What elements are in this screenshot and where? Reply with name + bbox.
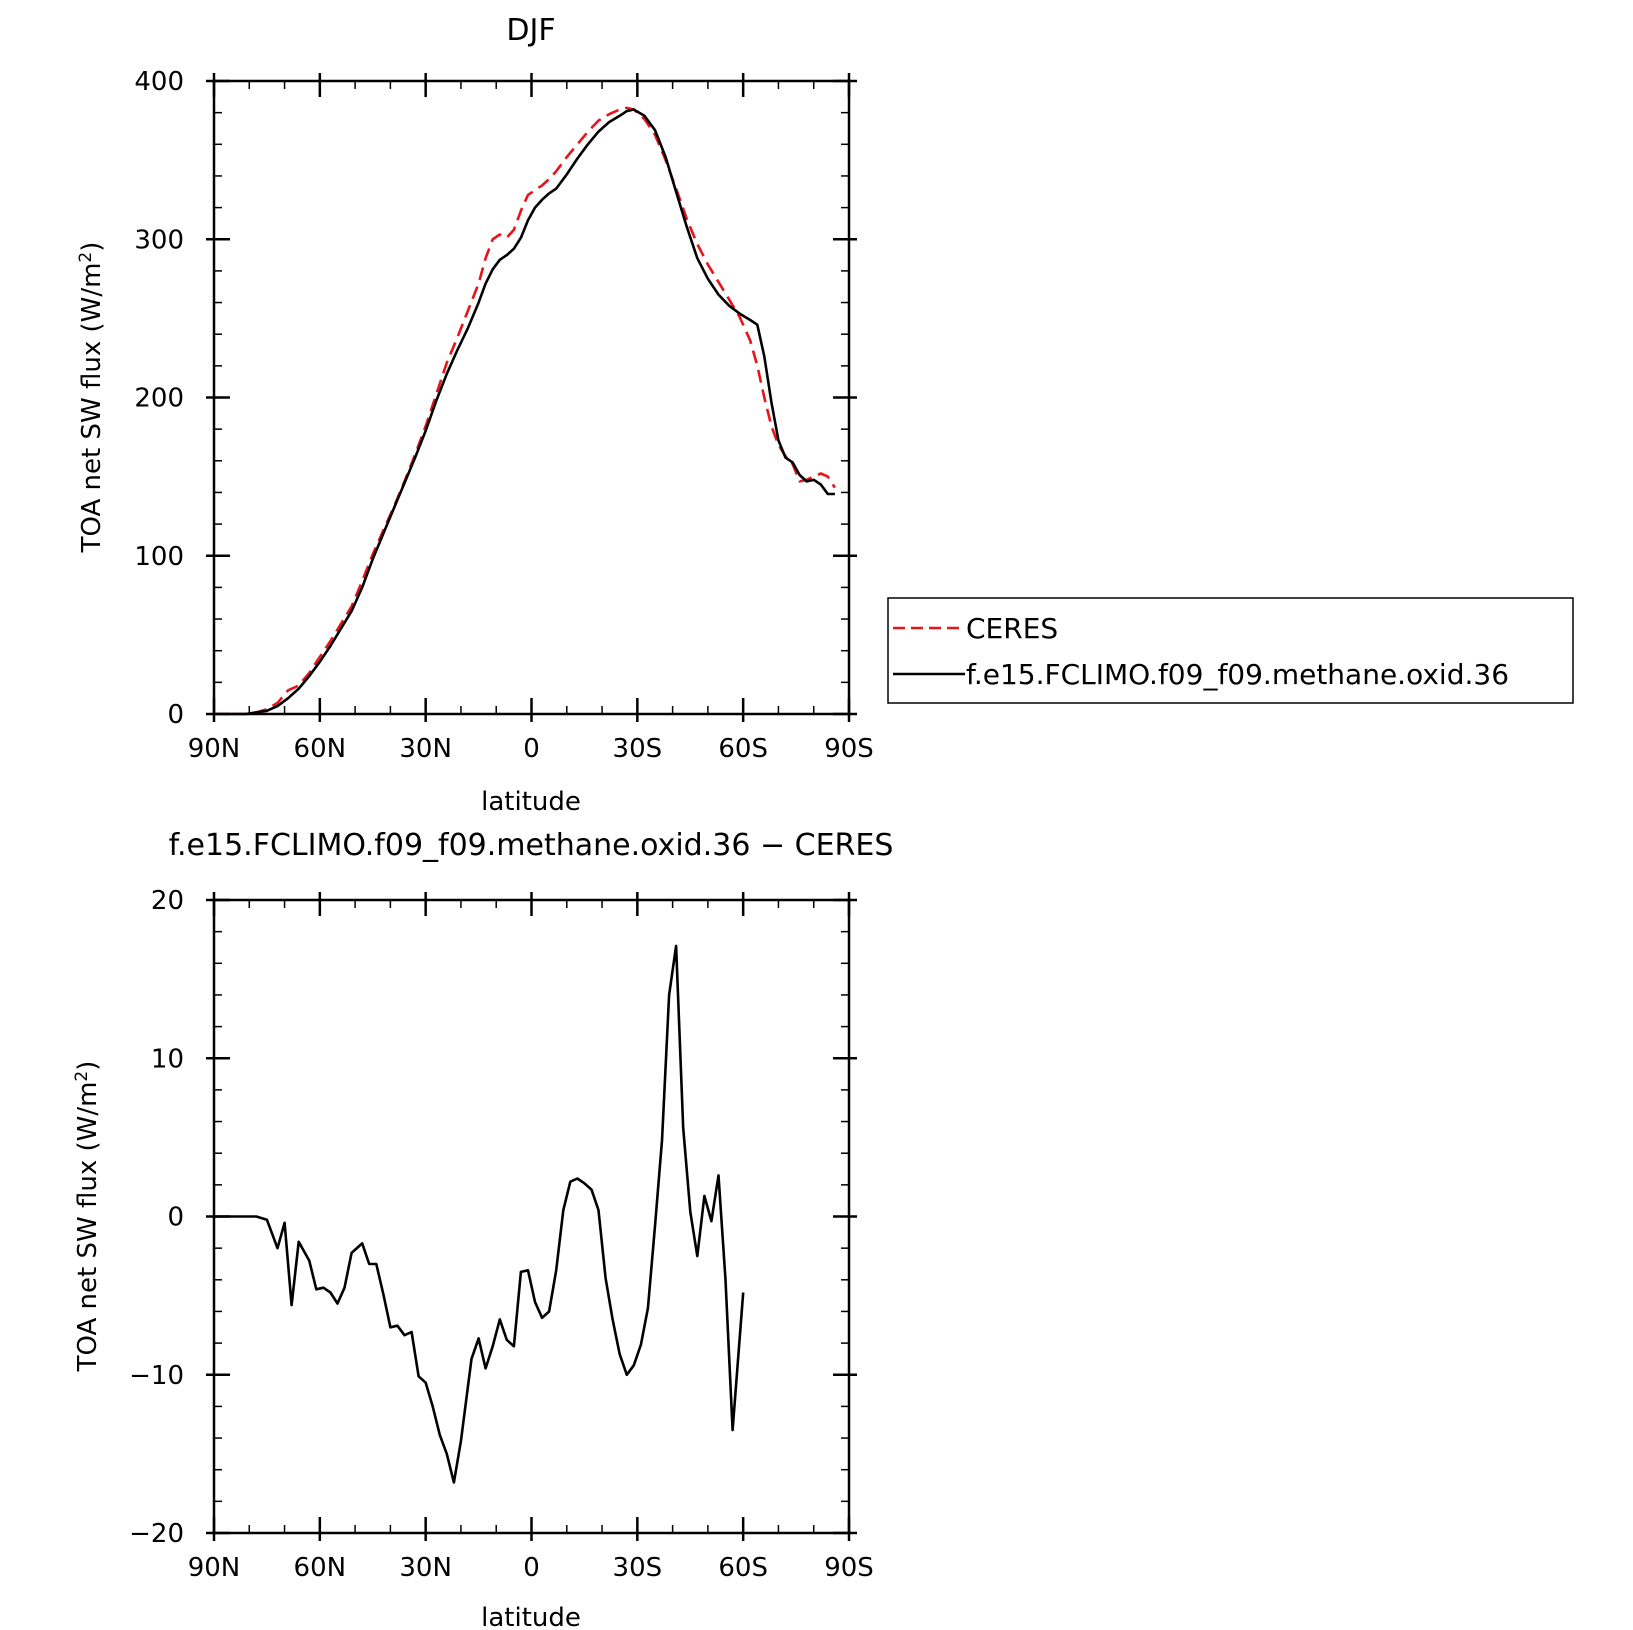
- bottom-series-line-model: [214, 944, 745, 1484]
- bottom-x-tick-label: 90N: [188, 1553, 241, 1583]
- bottom-y-tick-labels: −20 −10 0 10 20: [129, 886, 184, 1549]
- top-y-tick-label: 300: [134, 225, 184, 255]
- top-x-axis-label: latitude: [481, 787, 581, 817]
- bottom-panel: f.e15.FCLIMO.f09_f09.methane.oxid.36 − C…: [72, 828, 893, 1630]
- legend: CERES f.e15.FCLIMO.f09_f09.methane.oxid.…: [887, 597, 1574, 704]
- top-x-tick-label: 60S: [718, 734, 768, 764]
- bottom-y-tick-label: 20: [151, 886, 184, 916]
- top-x-tick-label: 30S: [613, 734, 663, 764]
- top-series-line-model: [214, 108, 835, 716]
- top-x-tick-labels: 90N 60N 30N 0 30S 60S 90S: [188, 734, 874, 764]
- legend-box: [887, 597, 1574, 704]
- top-x-tick-label: 90S: [824, 734, 874, 764]
- top-panel: DJF 90N 60N 30N 0 30S 60S 90S 0 100 200 300 400 la…: [76, 13, 874, 817]
- legend-label-ceres: CERES: [966, 612, 1058, 645]
- bottom-x-tick-label: 30N: [399, 1553, 452, 1583]
- bottom-y-tick-label: −20: [129, 1519, 184, 1549]
- bottom-y-axis-label: TOA net SW flux (W/m2): [72, 1061, 103, 1373]
- bottom-plot-frame: [212, 898, 851, 1535]
- top-plot-frame: [212, 79, 851, 716]
- top-y-tick-label: 0: [167, 700, 184, 730]
- bottom-series-group: [214, 944, 745, 1484]
- top-x-tick-label: 90N: [188, 734, 241, 764]
- bottom-y-tick-label: 0: [167, 1203, 184, 1233]
- top-series-group: [214, 106, 836, 716]
- bottom-axis-ticks: [206, 892, 857, 1541]
- top-x-tick-label: 30N: [399, 734, 452, 764]
- top-series-line-ceres: [214, 106, 836, 716]
- bottom-x-tick-label: 60S: [718, 1553, 768, 1583]
- bottom-y-tick-label: −10: [129, 1361, 184, 1391]
- top-x-tick-label: 60N: [294, 734, 347, 764]
- top-x-tick-label: 0: [523, 734, 540, 764]
- bottom-x-tick-labels: 90N 60N 30N 0 30S 60S 90S: [188, 1553, 874, 1583]
- bottom-x-axis-label: latitude: [481, 1603, 581, 1630]
- bottom-panel-title: f.e15.FCLIMO.f09_f09.methane.oxid.36 − C…: [169, 828, 894, 863]
- top-y-axis-label: TOA net SW flux (W/m2): [76, 242, 107, 554]
- top-y-tick-label: 200: [134, 384, 184, 414]
- legend-label-model: f.e15.FCLIMO.f09_f09.methane.oxid.36: [966, 658, 1509, 691]
- top-y-tick-label: 400: [134, 67, 184, 97]
- bottom-x-tick-label: 0: [523, 1553, 540, 1583]
- bottom-x-tick-label: 60N: [294, 1553, 347, 1583]
- top-y-tick-label: 100: [134, 542, 184, 572]
- top-panel-title: DJF: [506, 13, 555, 48]
- bottom-x-tick-label: 90S: [824, 1553, 874, 1583]
- top-y-tick-labels: 0 100 200 300 400: [134, 67, 184, 730]
- top-axis-ticks: [206, 73, 857, 722]
- bottom-x-tick-label: 30S: [613, 1553, 663, 1583]
- bottom-y-tick-label: 10: [151, 1044, 184, 1074]
